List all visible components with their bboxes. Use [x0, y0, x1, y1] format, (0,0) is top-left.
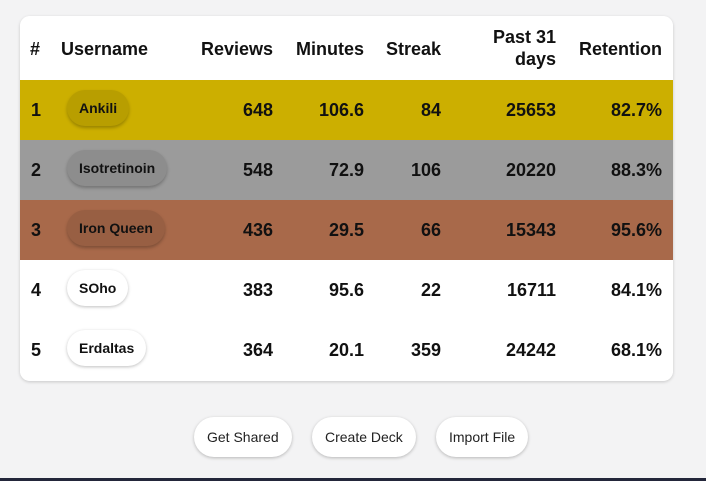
- retention-cell: 88.3%: [610, 160, 662, 180]
- retention-cell: 82.7%: [610, 100, 662, 120]
- table-row: 5 Erdaltas 364 20.1 359 24242 68.1%: [20, 320, 673, 380]
- leaderboard-card: # Username Reviews Minutes Streak Past 3…: [20, 16, 673, 381]
- header-rank: #: [30, 39, 41, 59]
- header-minutes: Minutes: [295, 39, 364, 59]
- reviews-cell: 436: [242, 220, 273, 240]
- username-button[interactable]: SOho: [67, 270, 129, 306]
- streak-cell: 106: [410, 160, 441, 180]
- past-31-days-cell: 15343: [505, 220, 556, 240]
- streak-cell: 359: [410, 340, 441, 360]
- minutes-cell: 20.1: [328, 340, 364, 360]
- get-shared-button[interactable]: Get Shared: [194, 417, 292, 457]
- reviews-cell: 383: [242, 280, 273, 300]
- retention-cell: 84.1%: [610, 280, 662, 300]
- username-button[interactable]: Erdaltas: [67, 330, 147, 366]
- minutes-cell: 106.6: [318, 100, 364, 120]
- bottom-divider: [0, 478, 706, 481]
- username-button[interactable]: Iron Queen: [67, 210, 165, 246]
- rank-cell: 3: [31, 220, 42, 240]
- table-header: # Username Reviews Minutes Streak Past 3…: [20, 16, 673, 80]
- reviews-cell: 648: [242, 100, 273, 120]
- rank-cell: 2: [31, 160, 42, 180]
- minutes-cell: 29.5: [328, 220, 364, 240]
- past-31-days-cell: 24242: [505, 340, 556, 360]
- header-reviews: Reviews: [200, 39, 273, 59]
- rank-cell: 5: [31, 340, 42, 360]
- streak-cell: 22: [420, 280, 441, 300]
- import-file-button[interactable]: Import File: [436, 417, 529, 457]
- past-31-days-cell: 25653: [505, 100, 556, 120]
- retention-cell: 68.1%: [610, 340, 662, 360]
- reviews-cell: 364: [242, 340, 273, 360]
- header-username: Username: [61, 39, 149, 59]
- rank-cell: 1: [31, 100, 42, 120]
- minutes-cell: 72.9: [328, 160, 364, 180]
- header-streak: Streak: [385, 39, 441, 59]
- past-31-days-cell: 16711: [506, 280, 556, 300]
- table-row: 4 SOho 383 95.6 22 16711 84.1%: [20, 260, 673, 320]
- header-past-31-days: Past 31 days: [460, 26, 556, 70]
- reviews-cell: 548: [242, 160, 273, 180]
- table-row: 2 Isotretinoin 548 72.9 106 20220 88.3%: [20, 140, 673, 200]
- past-31-days-cell: 20220: [505, 160, 556, 180]
- rank-cell: 4: [31, 280, 42, 300]
- minutes-cell: 95.6: [328, 280, 364, 300]
- table-row: 1 Ankili 648 106.6 84 25653 82.7%: [20, 80, 673, 140]
- header-past-line1: Past 31: [492, 27, 556, 47]
- header-past-line2: days: [514, 49, 556, 69]
- header-retention: Retention: [579, 39, 662, 59]
- username-button[interactable]: Ankili: [67, 90, 130, 126]
- retention-cell: 95.6%: [610, 220, 662, 240]
- username-button[interactable]: Isotretinoin: [67, 150, 168, 186]
- streak-cell: 84: [420, 100, 441, 120]
- streak-cell: 66: [420, 220, 441, 240]
- table-row: 3 Iron Queen 436 29.5 66 15343 95.6%: [20, 200, 673, 260]
- create-deck-button[interactable]: Create Deck: [312, 417, 416, 457]
